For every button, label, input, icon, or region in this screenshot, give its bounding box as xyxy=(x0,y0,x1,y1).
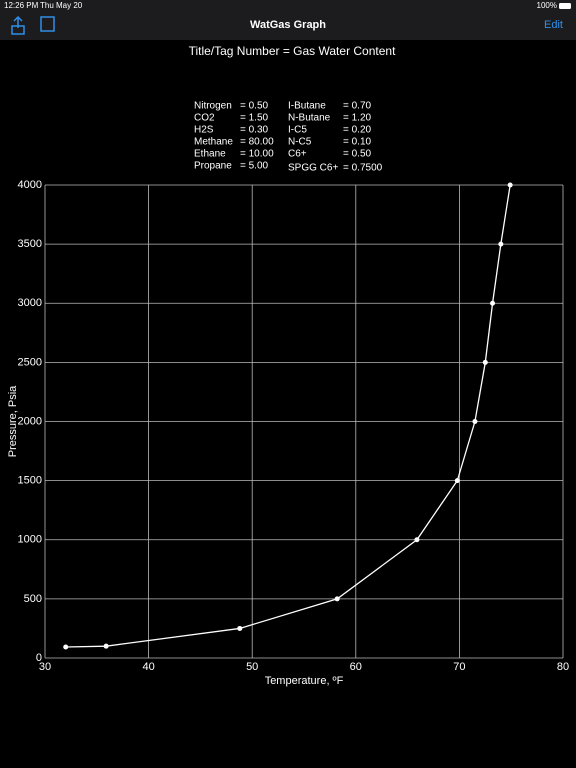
component-name: Ethane xyxy=(194,149,226,160)
component-name: CO2 xyxy=(194,113,215,124)
data-point xyxy=(454,478,460,484)
component-name: SPGG C6+ xyxy=(288,163,338,174)
y-tick-label: 1000 xyxy=(18,534,42,546)
component-value: = 0.30 xyxy=(240,125,269,136)
component-name: Nitrogen xyxy=(194,101,232,112)
status-date: Thu May 20 xyxy=(40,1,83,10)
x-tick-label: 50 xyxy=(246,661,258,673)
component-value: = 0.20 xyxy=(343,125,372,136)
component-value: = 80.00 xyxy=(240,137,274,148)
y-tick-label: 500 xyxy=(24,593,42,605)
component-name: N-Butane xyxy=(288,113,331,124)
y-tick-label: 3000 xyxy=(18,297,42,309)
y-axis-label: Pressure, Psia xyxy=(7,385,19,457)
component-name: H2S xyxy=(194,125,214,136)
data-point xyxy=(63,644,69,650)
x-tick-label: 30 xyxy=(39,661,51,673)
edit-button[interactable]: Edit xyxy=(544,19,563,31)
component-value: = 0.50 xyxy=(343,149,372,160)
nav-title: WatGas Graph xyxy=(250,19,326,31)
x-tick-label: 60 xyxy=(350,661,362,673)
battery-icon xyxy=(559,3,571,9)
status-battery: 100% xyxy=(537,1,557,10)
component-value: = 1.50 xyxy=(240,113,269,124)
component-value: = 0.70 xyxy=(343,101,372,112)
component-value: = 0.50 xyxy=(240,101,269,112)
component-name: I-C5 xyxy=(288,125,307,136)
y-tick-label: 4000 xyxy=(18,179,42,191)
component-value: = 5.00 xyxy=(240,161,269,172)
data-point xyxy=(482,359,488,365)
status-time: 12:26 PM xyxy=(4,1,39,10)
data-point xyxy=(237,625,243,631)
x-tick-label: 70 xyxy=(453,661,465,673)
data-line xyxy=(65,184,511,648)
data-point xyxy=(103,643,109,649)
y-tick-label: 3500 xyxy=(18,238,42,250)
component-value: = 10.00 xyxy=(240,149,274,160)
y-tick-label: 2000 xyxy=(18,415,42,427)
grid-button[interactable] xyxy=(40,16,55,32)
data-point xyxy=(490,300,496,306)
component-name: Methane xyxy=(194,137,233,148)
component-name: C6+ xyxy=(288,149,307,160)
component-value: = 1.20 xyxy=(343,113,372,124)
chart-header: Title/Tag Number = Gas Water Content xyxy=(189,44,397,58)
data-point xyxy=(498,241,504,247)
nav-background xyxy=(0,0,576,40)
share-button[interactable] xyxy=(11,15,25,35)
component-name: N-C5 xyxy=(288,137,312,148)
component-name: I-Butane xyxy=(288,101,326,112)
y-tick-label: 1500 xyxy=(18,475,42,487)
y-tick-label: 0 xyxy=(36,652,42,664)
data-point xyxy=(507,182,513,188)
component-name: Propane xyxy=(194,161,232,172)
component-value: = 0.10 xyxy=(343,137,372,148)
x-axis-label: Temperature, ºF xyxy=(265,675,344,687)
data-point xyxy=(472,419,478,424)
y-tick-label: 2500 xyxy=(18,356,42,368)
data-point xyxy=(414,537,420,543)
x-tick-label: 40 xyxy=(142,661,154,673)
x-tick-label: 80 xyxy=(557,661,569,673)
component-value: = 0.7500 xyxy=(343,163,383,174)
data-point xyxy=(334,596,340,602)
